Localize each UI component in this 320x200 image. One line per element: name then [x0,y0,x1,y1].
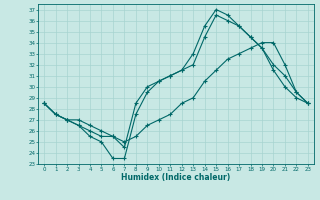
X-axis label: Humidex (Indice chaleur): Humidex (Indice chaleur) [121,173,231,182]
